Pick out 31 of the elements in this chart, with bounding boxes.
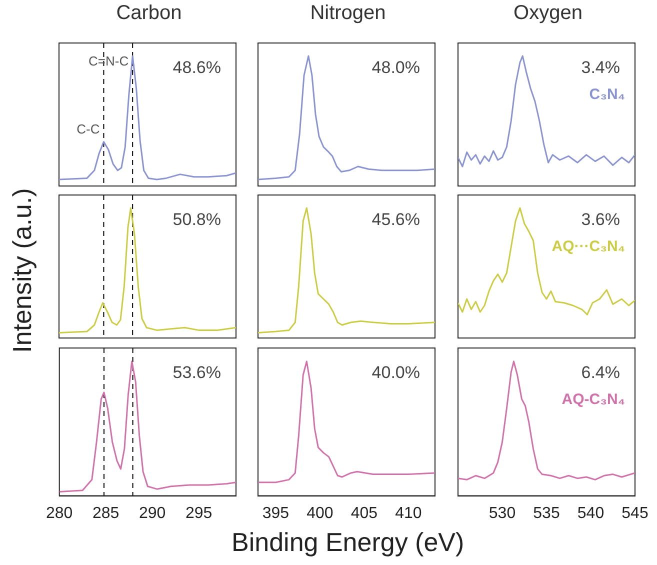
annotation: 6.4% [581, 363, 620, 382]
x-tick-label: 405 [350, 504, 378, 522]
x-tick-label: 295 [185, 504, 212, 522]
x-tick-label: 280 [46, 504, 73, 522]
x-tick-label: 395 [262, 504, 290, 522]
annotation: C=N-C [88, 54, 129, 69]
x-tick-label: 540 [577, 504, 604, 522]
chart-title: Nitrogen [309, 2, 387, 25]
x-tick-label: 400 [306, 504, 334, 522]
y-axis-title: Intensity (a.u.) [6, 188, 38, 352]
annotation: 53.6% [172, 363, 221, 382]
text: C₃N₄ [589, 86, 625, 103]
x-tick-label: 545 [622, 504, 648, 522]
annotation: 45.6% [372, 210, 420, 229]
x-tick-label: 530 [488, 504, 516, 522]
annotation: 48.0% [372, 58, 420, 77]
annotation: 50.8% [172, 210, 221, 229]
x-axis-title: Binding Energy (eV) [232, 527, 464, 558]
x-tick-label: 410 [395, 504, 422, 522]
series-label: AQ···C₃N₄ [552, 238, 625, 255]
text: AQ-C₃N₄ [562, 391, 625, 408]
chart-title: Oxygen [512, 2, 584, 25]
annotation: 3.6% [581, 210, 620, 229]
annotation: 3.4% [581, 58, 620, 77]
x-tick-label: 285 [92, 504, 120, 522]
x-tick-label: 535 [533, 504, 560, 522]
annotation: 48.6% [172, 58, 221, 77]
annotation: 40.0% [372, 363, 420, 382]
x-tick-label: 290 [138, 504, 166, 522]
chart-title: Carbon [115, 2, 183, 25]
annotation: C-C [76, 121, 100, 136]
